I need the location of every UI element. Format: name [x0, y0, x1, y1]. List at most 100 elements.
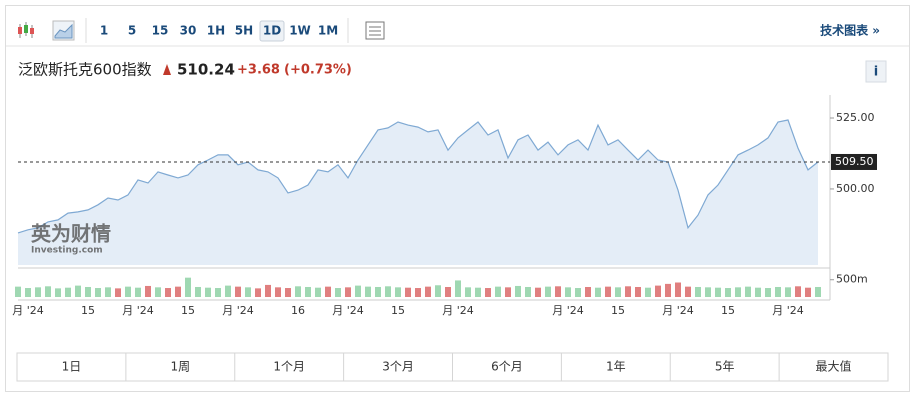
volume-bar [145, 285, 151, 297]
volume-bar [735, 287, 741, 297]
active-interval-box[interactable] [259, 20, 285, 42]
volume-bar [625, 286, 631, 297]
volume-bar [215, 288, 221, 297]
volume-bar [345, 287, 351, 297]
interval-button[interactable]: 1W [289, 24, 311, 38]
volume-bar [195, 286, 201, 297]
range-bar: 1日 1周 1个月 3个月 6个月 1年 5年 最大值 [16, 352, 889, 382]
watermark-en: Investing.com [31, 246, 103, 256]
volume-bar [545, 286, 551, 297]
volume-bar [585, 286, 591, 297]
volume-bar [605, 286, 611, 297]
volume-bar [515, 285, 521, 297]
volume-bar [235, 286, 241, 297]
interval-button[interactable]: 1 [100, 24, 108, 38]
volume-bar [45, 286, 51, 297]
volume-bar [635, 286, 641, 297]
technical-chart-link[interactable]: 技术图表 » [820, 23, 880, 38]
volume-bar [805, 287, 811, 297]
range-button[interactable]: 1年 [606, 360, 626, 374]
interval-button[interactable]: 15 [152, 24, 169, 38]
volume-bar [75, 285, 81, 297]
volume-bar [655, 285, 661, 297]
interval-button[interactable]: 1M [318, 24, 338, 38]
info-button[interactable] [865, 60, 887, 83]
x-tick-label: 15 [721, 304, 735, 317]
volume-bar [665, 283, 671, 297]
volume-bar [395, 287, 401, 297]
volume-bar [55, 288, 61, 297]
area-icon[interactable] [52, 20, 75, 41]
volume-bar [465, 287, 471, 297]
interval-button[interactable]: 5H [235, 24, 253, 38]
volume-bar [435, 285, 441, 297]
volume-bar [115, 288, 121, 297]
x-tick-label: 月 '24 [552, 304, 584, 317]
volume-bar [25, 288, 31, 297]
volume-bar [185, 277, 191, 297]
interval-button[interactable]: 1H [207, 24, 225, 38]
range-button[interactable]: 最大值 [816, 359, 852, 374]
volume-bar [645, 287, 651, 297]
volume-bar [475, 287, 481, 297]
volume-bar [485, 288, 491, 297]
x-tick-label: 月 '24 [442, 304, 474, 317]
range-button[interactable]: 3个月 [382, 360, 414, 374]
volume-bar [285, 288, 291, 297]
volume-bar [425, 286, 431, 297]
range-button[interactable]: 6个月 [491, 360, 523, 374]
volume-bar [445, 286, 451, 297]
volume-bar [105, 287, 111, 297]
volume-bar [35, 287, 41, 297]
volume-bar [335, 288, 341, 297]
volume-bar [455, 280, 461, 297]
volume-bar [365, 286, 371, 297]
volume-bar [685, 286, 691, 297]
volume-bar [695, 286, 701, 297]
x-tick-label: 月 '24 [772, 304, 804, 317]
interval-button[interactable]: 30 [180, 24, 197, 38]
interval-button[interactable]: 5 [128, 24, 136, 38]
volume-bar [765, 288, 771, 297]
volume-bar [175, 286, 181, 297]
area-fill [18, 120, 818, 265]
y-tick-label: 525.00 [836, 111, 875, 124]
volume-bar [245, 287, 251, 297]
x-tick-label: 16 [291, 304, 305, 317]
price: 510.24 [177, 61, 235, 79]
last-price-box [831, 153, 877, 170]
y-tick-label: 500.00 [836, 182, 875, 195]
last-price-label: 509.50 [835, 155, 874, 168]
range-button[interactable]: 5年 [715, 360, 735, 374]
volume-bar [795, 286, 801, 297]
candle-icon[interactable] [18, 22, 34, 38]
range-button[interactable]: 1周 [170, 360, 190, 374]
volume-bar [405, 287, 411, 297]
volume-bar [525, 286, 531, 297]
range-button[interactable]: 1日 [62, 360, 82, 374]
volume-bar [275, 287, 281, 297]
watermark-cn: 英为财情 [31, 222, 111, 246]
info-label[interactable]: i [874, 65, 878, 80]
volume-bar [505, 287, 511, 297]
x-tick-label: 15 [391, 304, 405, 317]
volume-bar [315, 287, 321, 297]
volume-bar [715, 287, 721, 297]
range-button[interactable]: 1个月 [273, 360, 305, 374]
volume-bar [165, 288, 171, 297]
interval-button[interactable]: 1D [263, 24, 281, 38]
x-tick-label: 月 '24 [332, 304, 364, 317]
volume-bar [225, 285, 231, 297]
volume-bar [325, 286, 331, 297]
volume-bar [125, 286, 131, 297]
volume-bar [705, 287, 711, 297]
volume-bar [155, 287, 161, 297]
x-tick-label: 15 [81, 304, 95, 317]
volume-bar [745, 286, 751, 297]
x-tick-label: 月 '24 [12, 304, 44, 317]
volume-bar [385, 286, 391, 297]
table-icon[interactable] [365, 21, 385, 40]
volume-bar [495, 286, 501, 297]
volume-bar [265, 284, 271, 297]
